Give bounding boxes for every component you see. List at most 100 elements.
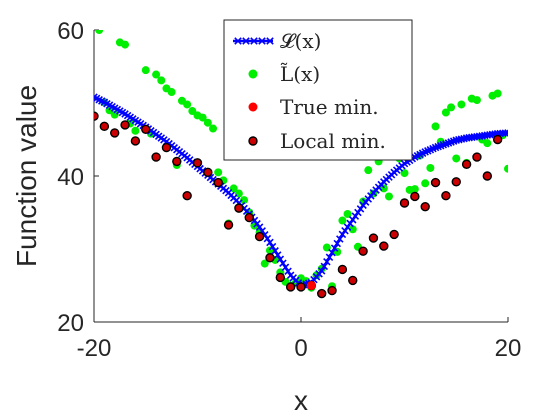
lx-marker xyxy=(281,263,290,272)
lx-marker xyxy=(276,255,285,263)
local-min-point xyxy=(254,231,265,242)
legend-swatch xyxy=(248,69,258,79)
ltilde-point xyxy=(167,88,176,97)
legend-label: 𝓛(x) xyxy=(280,29,321,53)
data-layer xyxy=(94,30,508,299)
legend-entry: Local min. xyxy=(248,129,386,153)
legend-swatch xyxy=(248,102,258,112)
ltilde-point xyxy=(452,154,461,163)
ltilde-point xyxy=(152,70,161,79)
local-min-point xyxy=(327,285,337,296)
ltilde-point xyxy=(348,225,357,234)
local-min-point xyxy=(182,191,192,201)
lx-marker xyxy=(273,251,282,259)
ltilde-point xyxy=(384,192,393,201)
ltilde-point xyxy=(493,89,502,98)
legend-swatch-marker xyxy=(242,37,250,45)
legend: 𝓛(x) L̃(x) True min. Local min. xyxy=(223,19,413,161)
lx-marker xyxy=(279,259,287,268)
local-min-point xyxy=(472,152,482,162)
lx-marker xyxy=(284,267,292,276)
ltilde-point xyxy=(483,139,492,148)
lx-marker xyxy=(320,262,329,271)
lx-marker xyxy=(328,248,336,257)
local-min-point xyxy=(337,264,348,275)
local-min-point xyxy=(461,159,472,170)
legend-swatch xyxy=(248,136,258,146)
true-min-point xyxy=(306,281,316,290)
ltilde-point xyxy=(343,209,352,218)
ltilde-point xyxy=(183,100,192,109)
local-min-point xyxy=(492,134,503,145)
local-min-point xyxy=(275,272,285,283)
local-min-point xyxy=(358,246,368,256)
y-tick-label: 40 xyxy=(57,164,84,191)
ltilde-point xyxy=(457,100,466,109)
y-tick-label: 60 xyxy=(57,18,84,45)
local-min-point xyxy=(441,191,451,201)
ltilde-point xyxy=(131,126,140,135)
axes: -20 0 20 20 40 60 xyxy=(57,18,521,362)
ltilde-point xyxy=(472,96,481,105)
x-tick-label: -20 xyxy=(77,335,112,362)
lx-marker xyxy=(317,267,326,275)
ltilde-point xyxy=(431,122,440,131)
ltilde-point xyxy=(410,185,419,194)
local-min-point xyxy=(348,275,358,286)
lx-marker xyxy=(266,238,274,247)
ltilde-point xyxy=(110,110,119,119)
x-axis-label: x xyxy=(294,385,308,416)
lx-marker xyxy=(336,235,344,243)
ltilde-point xyxy=(214,168,223,177)
local-min-point xyxy=(399,198,410,208)
ltilde-point xyxy=(504,164,508,173)
legend-entry: L̃(x) xyxy=(248,62,320,86)
legend-label: True min. xyxy=(280,95,379,119)
ltilde-point xyxy=(141,66,150,75)
local-min-point xyxy=(192,158,203,168)
lx-marker xyxy=(333,239,341,248)
ltilde-point xyxy=(203,118,212,127)
lx-marker xyxy=(330,244,339,252)
local-min-point xyxy=(296,282,306,292)
y-axis-label: Function value xyxy=(11,85,42,267)
local-min-point xyxy=(94,111,99,121)
local-min-point xyxy=(244,212,254,223)
ltilde-point xyxy=(240,196,249,205)
ltilde-point xyxy=(260,259,269,268)
local-min-point xyxy=(451,177,461,187)
lx-marker xyxy=(263,234,272,243)
lx-marker xyxy=(255,223,264,231)
y-tick-label: 20 xyxy=(57,310,84,337)
legend-label: Local min. xyxy=(280,129,386,153)
legend-entry: True min. xyxy=(248,95,379,119)
local-min-point xyxy=(203,167,213,178)
legend-swatch-marker xyxy=(250,37,258,45)
ltilde-point xyxy=(364,166,373,175)
ltilde-point xyxy=(209,124,218,133)
local-min-point xyxy=(99,121,110,132)
local-min-point xyxy=(213,177,223,188)
local-min-point xyxy=(141,124,151,134)
local-min-point xyxy=(285,282,296,292)
x-tick-label: 0 xyxy=(294,335,307,362)
lx-marker xyxy=(501,129,508,137)
local-min-point xyxy=(234,203,244,213)
lx-marker xyxy=(325,253,334,261)
local-min-point xyxy=(379,241,389,251)
ltilde-point xyxy=(447,103,456,112)
ltilde-point xyxy=(338,216,347,225)
legend-swatch-marker xyxy=(234,37,242,45)
lx-marker xyxy=(323,258,331,266)
lx-marker xyxy=(268,242,277,251)
local-min-point xyxy=(265,253,275,263)
local-min-point xyxy=(161,142,172,153)
legend-entry: 𝓛(x) xyxy=(233,29,321,53)
ltilde-point xyxy=(95,30,104,34)
lx-marker xyxy=(271,247,279,255)
ltilde-point xyxy=(441,108,450,117)
local-min-point xyxy=(368,233,379,243)
local-min-point xyxy=(151,152,161,162)
legend-label: L̃(x) xyxy=(280,62,320,86)
ltilde-point xyxy=(426,163,435,172)
